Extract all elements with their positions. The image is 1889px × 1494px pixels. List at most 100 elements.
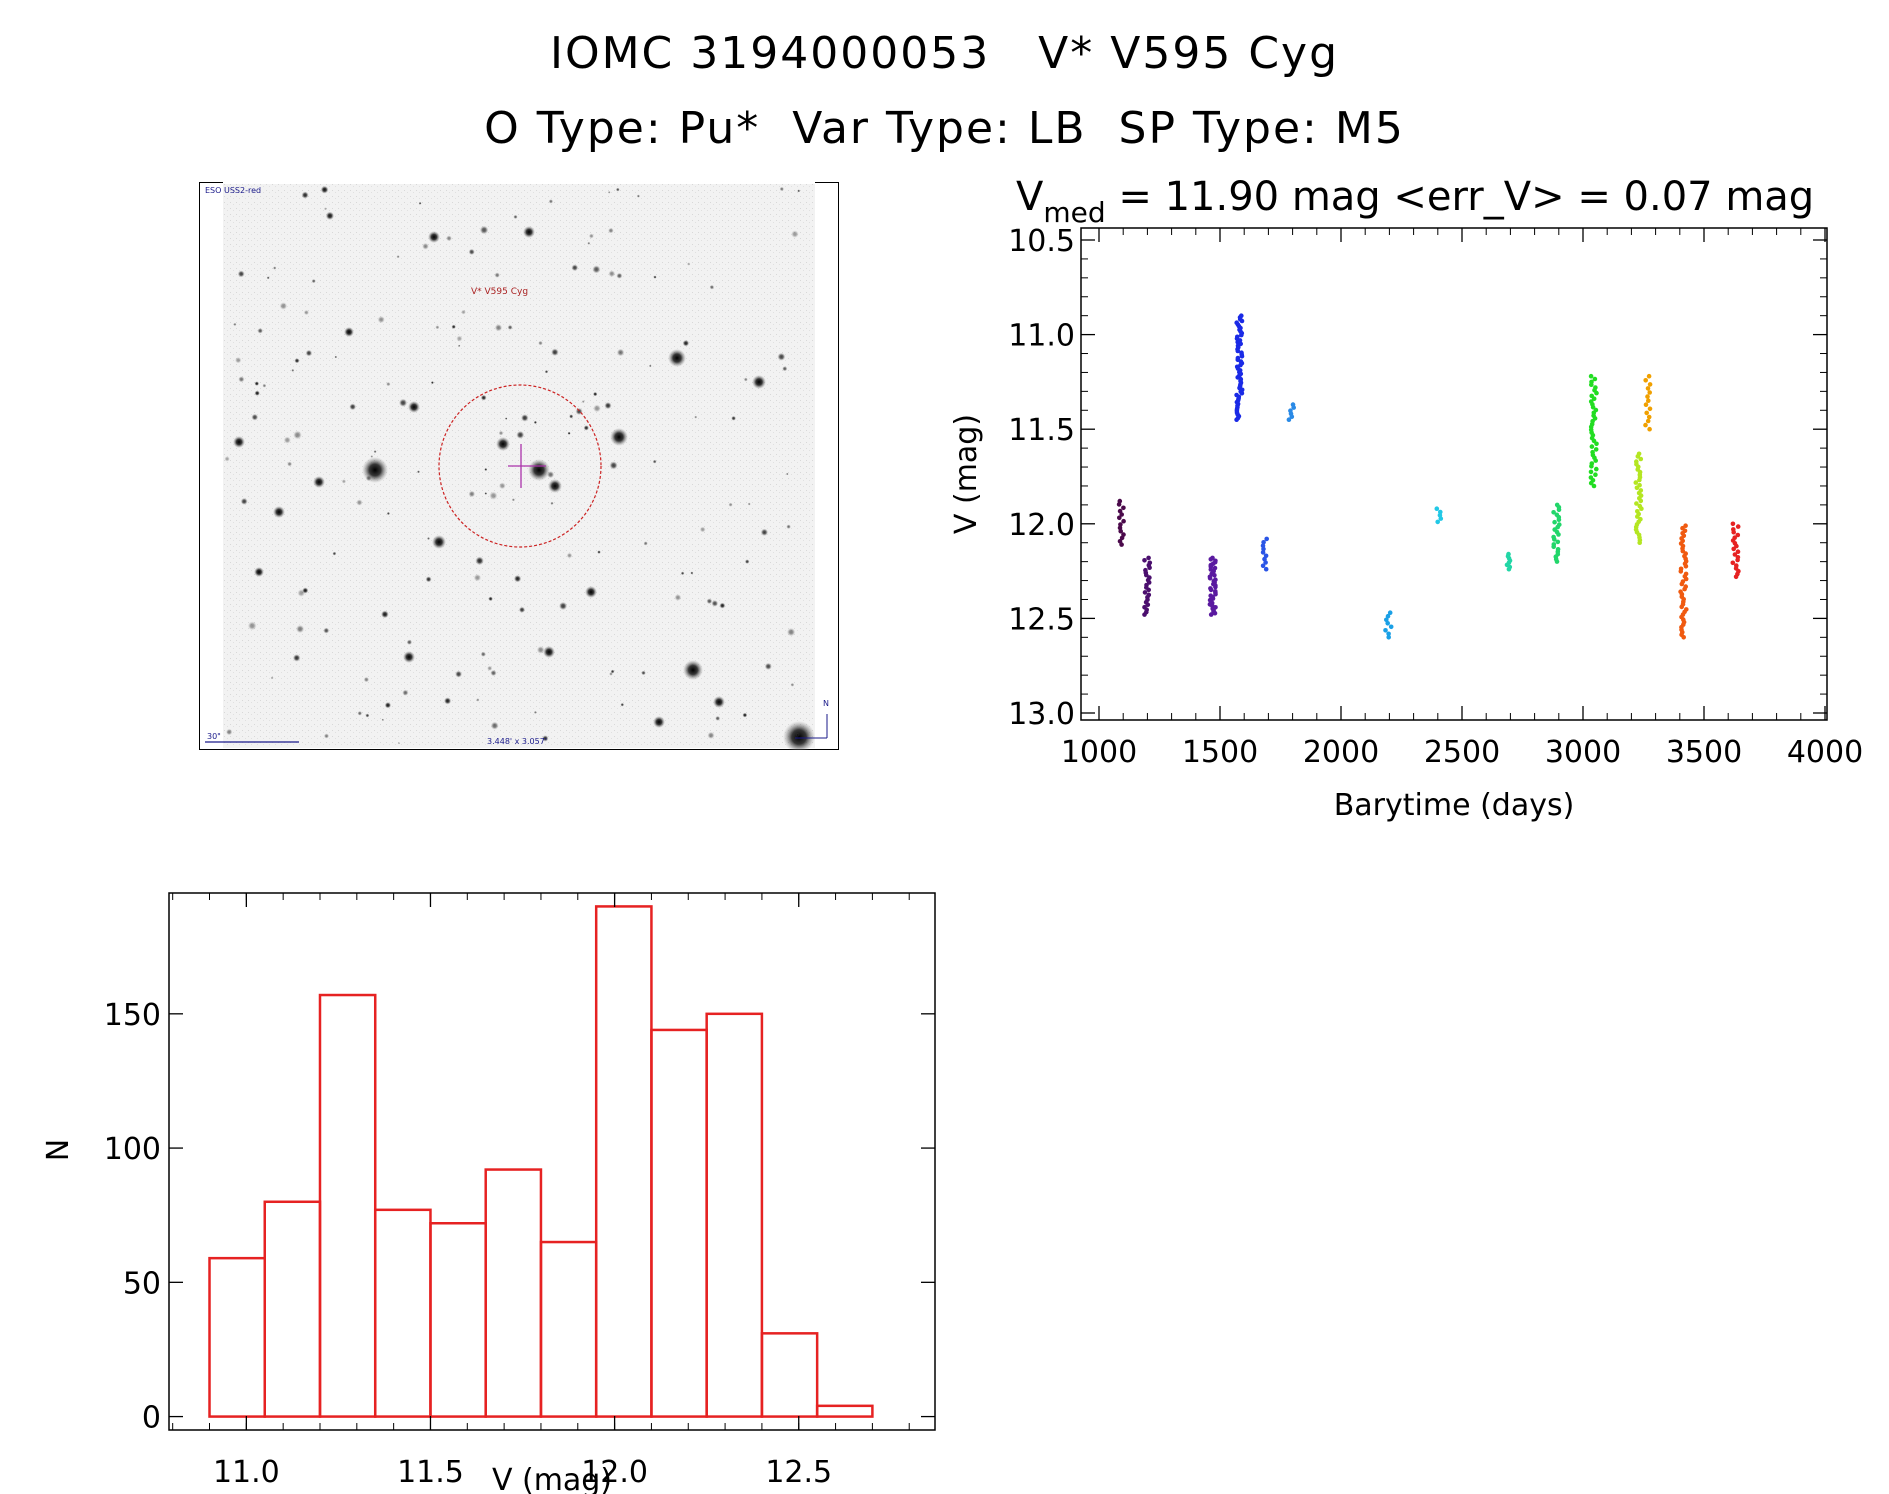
data-point [1289,414,1295,419]
scale-label: 30" [207,732,221,741]
data-point [1679,581,1685,587]
star [324,207,327,211]
star [583,425,589,431]
star [682,339,690,347]
star [257,328,263,334]
light-curve-title: Vmed = 11.90 mag <err_V> = 0.07 mag [1016,174,1814,229]
observation-season [1504,551,1513,572]
star [588,233,594,239]
star [247,621,257,631]
data-point [1645,386,1651,391]
data-point [1638,498,1644,504]
star [381,610,389,619]
data-point [1590,404,1596,410]
star [498,430,504,436]
star [365,713,370,718]
data-point [1208,612,1214,617]
data-point [1735,532,1741,538]
star [680,571,685,576]
star [616,348,625,357]
star [609,672,613,676]
star [473,574,482,582]
star [238,376,245,383]
north-label: N [823,699,829,708]
data-point [1637,477,1642,483]
star [363,676,370,683]
data-point [1385,621,1390,626]
data-point [1683,523,1688,528]
data-point [1679,604,1684,610]
data-point [1383,628,1388,633]
observation-season [1730,521,1741,580]
data-point [1735,549,1741,554]
star [408,401,420,413]
star [279,302,288,310]
data-point [1385,613,1391,619]
object-type-subtitle: O Type: Pu* Var Type: LB SP Type: M5 [484,103,1405,154]
data-point [1208,587,1214,593]
data-point [1556,507,1562,513]
star [604,402,612,410]
histogram-bar [318,993,377,1418]
star [747,502,751,506]
star [711,600,719,607]
star [513,575,522,583]
star [643,541,648,546]
data-point [1730,560,1736,566]
star [479,225,489,235]
data-point [1683,576,1689,582]
star [494,324,503,332]
star [782,366,788,372]
star [365,475,372,482]
star [270,676,274,680]
data-point [1730,521,1736,527]
star [262,383,267,388]
data-point [1588,373,1594,379]
observation-season [1260,536,1269,572]
star [237,270,245,278]
star [402,689,409,696]
star [610,428,628,446]
data-point [1589,444,1595,449]
star [786,524,791,529]
star [283,436,291,444]
star [786,472,789,476]
data-point [1286,417,1292,422]
star [566,552,573,559]
data-point [1635,454,1641,459]
y-tick-label: 11.0 [1008,319,1075,354]
data-point [1593,458,1598,463]
star [713,696,725,708]
y-tick-label: 0 [142,1401,161,1436]
data-point [1635,514,1640,519]
star [435,325,440,330]
star [511,498,515,502]
star [518,606,526,613]
star [444,697,452,705]
star [797,189,801,193]
star [480,651,486,657]
star [451,324,456,329]
data-point [1551,510,1556,515]
data-point [1643,378,1648,383]
data-point [1212,573,1217,578]
fov-label: 3.448' x 3.057' [487,737,547,746]
star [455,670,463,678]
star [334,355,338,359]
star [544,370,549,374]
star [636,194,640,198]
data-point [1142,558,1147,563]
star [446,235,452,242]
star [786,627,796,637]
star [791,230,799,238]
data-point [1142,612,1147,617]
x-tick-label: 11.0 [213,1455,280,1490]
star [273,266,277,270]
star [254,381,260,386]
star [593,404,601,413]
histogram-bar [263,1200,322,1418]
north-east-arrow-icon [795,714,828,739]
star [456,335,463,342]
star [417,470,420,474]
star [585,586,597,598]
